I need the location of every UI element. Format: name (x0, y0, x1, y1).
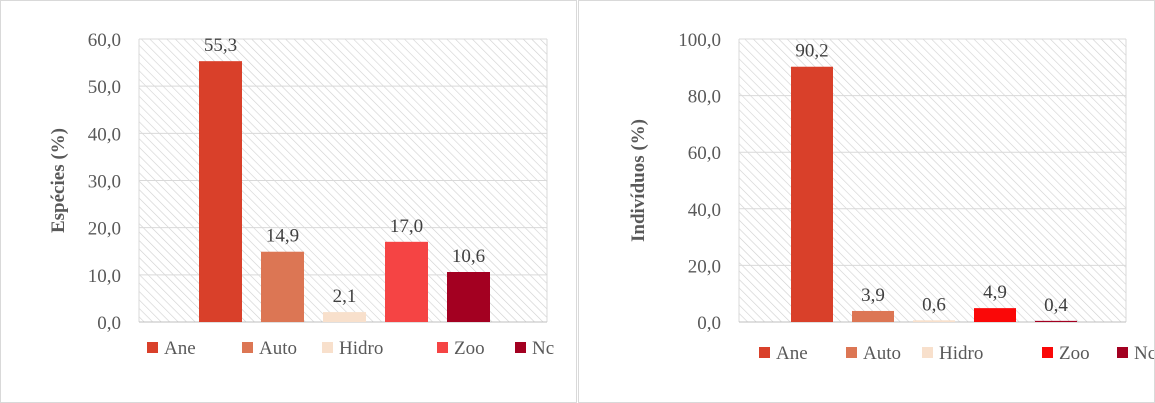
bar-nc (447, 272, 490, 322)
legend-swatch-auto (846, 347, 857, 358)
data-label-auto: 3,9 (861, 285, 885, 306)
y-tick-label: 40,0 (688, 200, 721, 221)
data-label-hidro: 2,1 (333, 286, 357, 307)
legend-label-ane: Ane (164, 338, 196, 359)
data-label-zoo: 4,9 (983, 282, 1007, 303)
data-label-hidro: 0,6 (922, 294, 946, 315)
bar-zoo (385, 241, 428, 322)
legend-label-ane: Ane (776, 343, 808, 364)
y-tick-label: 60,0 (688, 143, 721, 164)
legend-swatch-zoo (437, 342, 448, 353)
chart-panel-individuos: 0,0 20,0 40,0 60,0 80,0 100,0 90,2 3,9 0,6 4,9 0,4… (578, 0, 1155, 403)
legend-swatch-nc (515, 342, 526, 353)
y-tick-label: 20,0 (88, 219, 121, 240)
bar-hidro (323, 312, 366, 322)
y-tick-label: 0,0 (97, 313, 121, 334)
data-label-auto: 14,9 (266, 226, 299, 247)
chart-individuos: 0,0 20,0 40,0 60,0 80,0 100,0 90,2 3,9 0,6 4,9 0,4… (628, 30, 1154, 364)
data-label-ane: 90,2 (795, 41, 828, 62)
y-tick-label: 0,0 (697, 313, 721, 334)
y-tick-label: 80,0 (688, 87, 721, 108)
legend-label-nc: Nc (1134, 343, 1154, 364)
chart-especies: 0,0 10,0 20,0 30,0 40,0 50,0 60,0 55,3 14,9 2,1 17… (48, 30, 554, 359)
legend-swatch-hidro (322, 342, 333, 353)
legend-label-nc: Nc (532, 338, 554, 359)
legend-label-auto: Auto (259, 338, 297, 359)
y-tick-label: 20,0 (688, 256, 721, 277)
chart-panel-especies: 0,0 10,0 20,0 30,0 40,0 50,0 60,0 55,3 14,9 2,1 17… (0, 0, 577, 403)
data-label-nc: 10,6 (452, 246, 485, 267)
bar-ane (791, 66, 833, 322)
legend-label-hidro: Hidro (339, 338, 383, 359)
y-axis-title: Espécies (%) (48, 128, 69, 233)
legend-label-zoo: Zoo (454, 338, 485, 359)
legend-swatch-auto (242, 342, 253, 353)
y-tick-label: 10,0 (88, 266, 121, 287)
data-label-zoo: 17,0 (390, 216, 423, 237)
legend-swatch-hidro (922, 347, 933, 358)
y-tick-label: 50,0 (88, 77, 121, 98)
legend-swatch-zoo (1042, 347, 1053, 358)
y-tick-label: 60,0 (88, 30, 121, 51)
data-label-ane: 55,3 (204, 35, 237, 56)
bar-ane (199, 61, 242, 322)
bar-hidro (913, 320, 955, 322)
data-label-nc: 0,4 (1044, 295, 1068, 316)
y-tick-label: 100,0 (678, 30, 721, 51)
y-axis-title: Indivíduos (%) (628, 119, 649, 242)
bar-auto (261, 251, 304, 322)
y-tick-label: 40,0 (88, 124, 121, 145)
bar-zoo (974, 308, 1016, 322)
legend-label-auto: Auto (863, 343, 901, 364)
legend-swatch-ane (759, 347, 770, 358)
legend-label-zoo: Zoo (1059, 343, 1090, 364)
legend-swatch-ane (147, 342, 158, 353)
legend-label-hidro: Hidro (939, 343, 983, 364)
legend-swatch-nc (1117, 347, 1128, 358)
bar-nc (1035, 320, 1077, 322)
y-tick-label: 30,0 (88, 172, 121, 193)
bar-auto (852, 310, 894, 322)
